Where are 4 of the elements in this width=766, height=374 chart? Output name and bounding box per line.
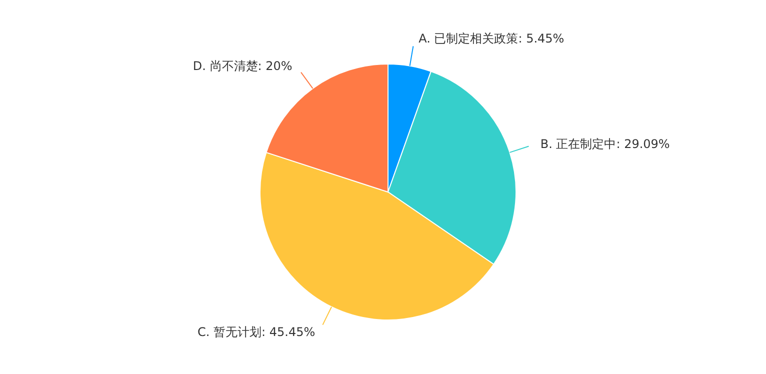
slice-label: C. 暂无计划: 45.45% — [198, 325, 316, 340]
slice-label: A. 已制定相关政策: 5.45% — [418, 31, 564, 46]
slice-label: B. 正在制定中: 29.09% — [540, 136, 670, 151]
slice-label: D. 尚不清楚: 20% — [192, 58, 292, 73]
